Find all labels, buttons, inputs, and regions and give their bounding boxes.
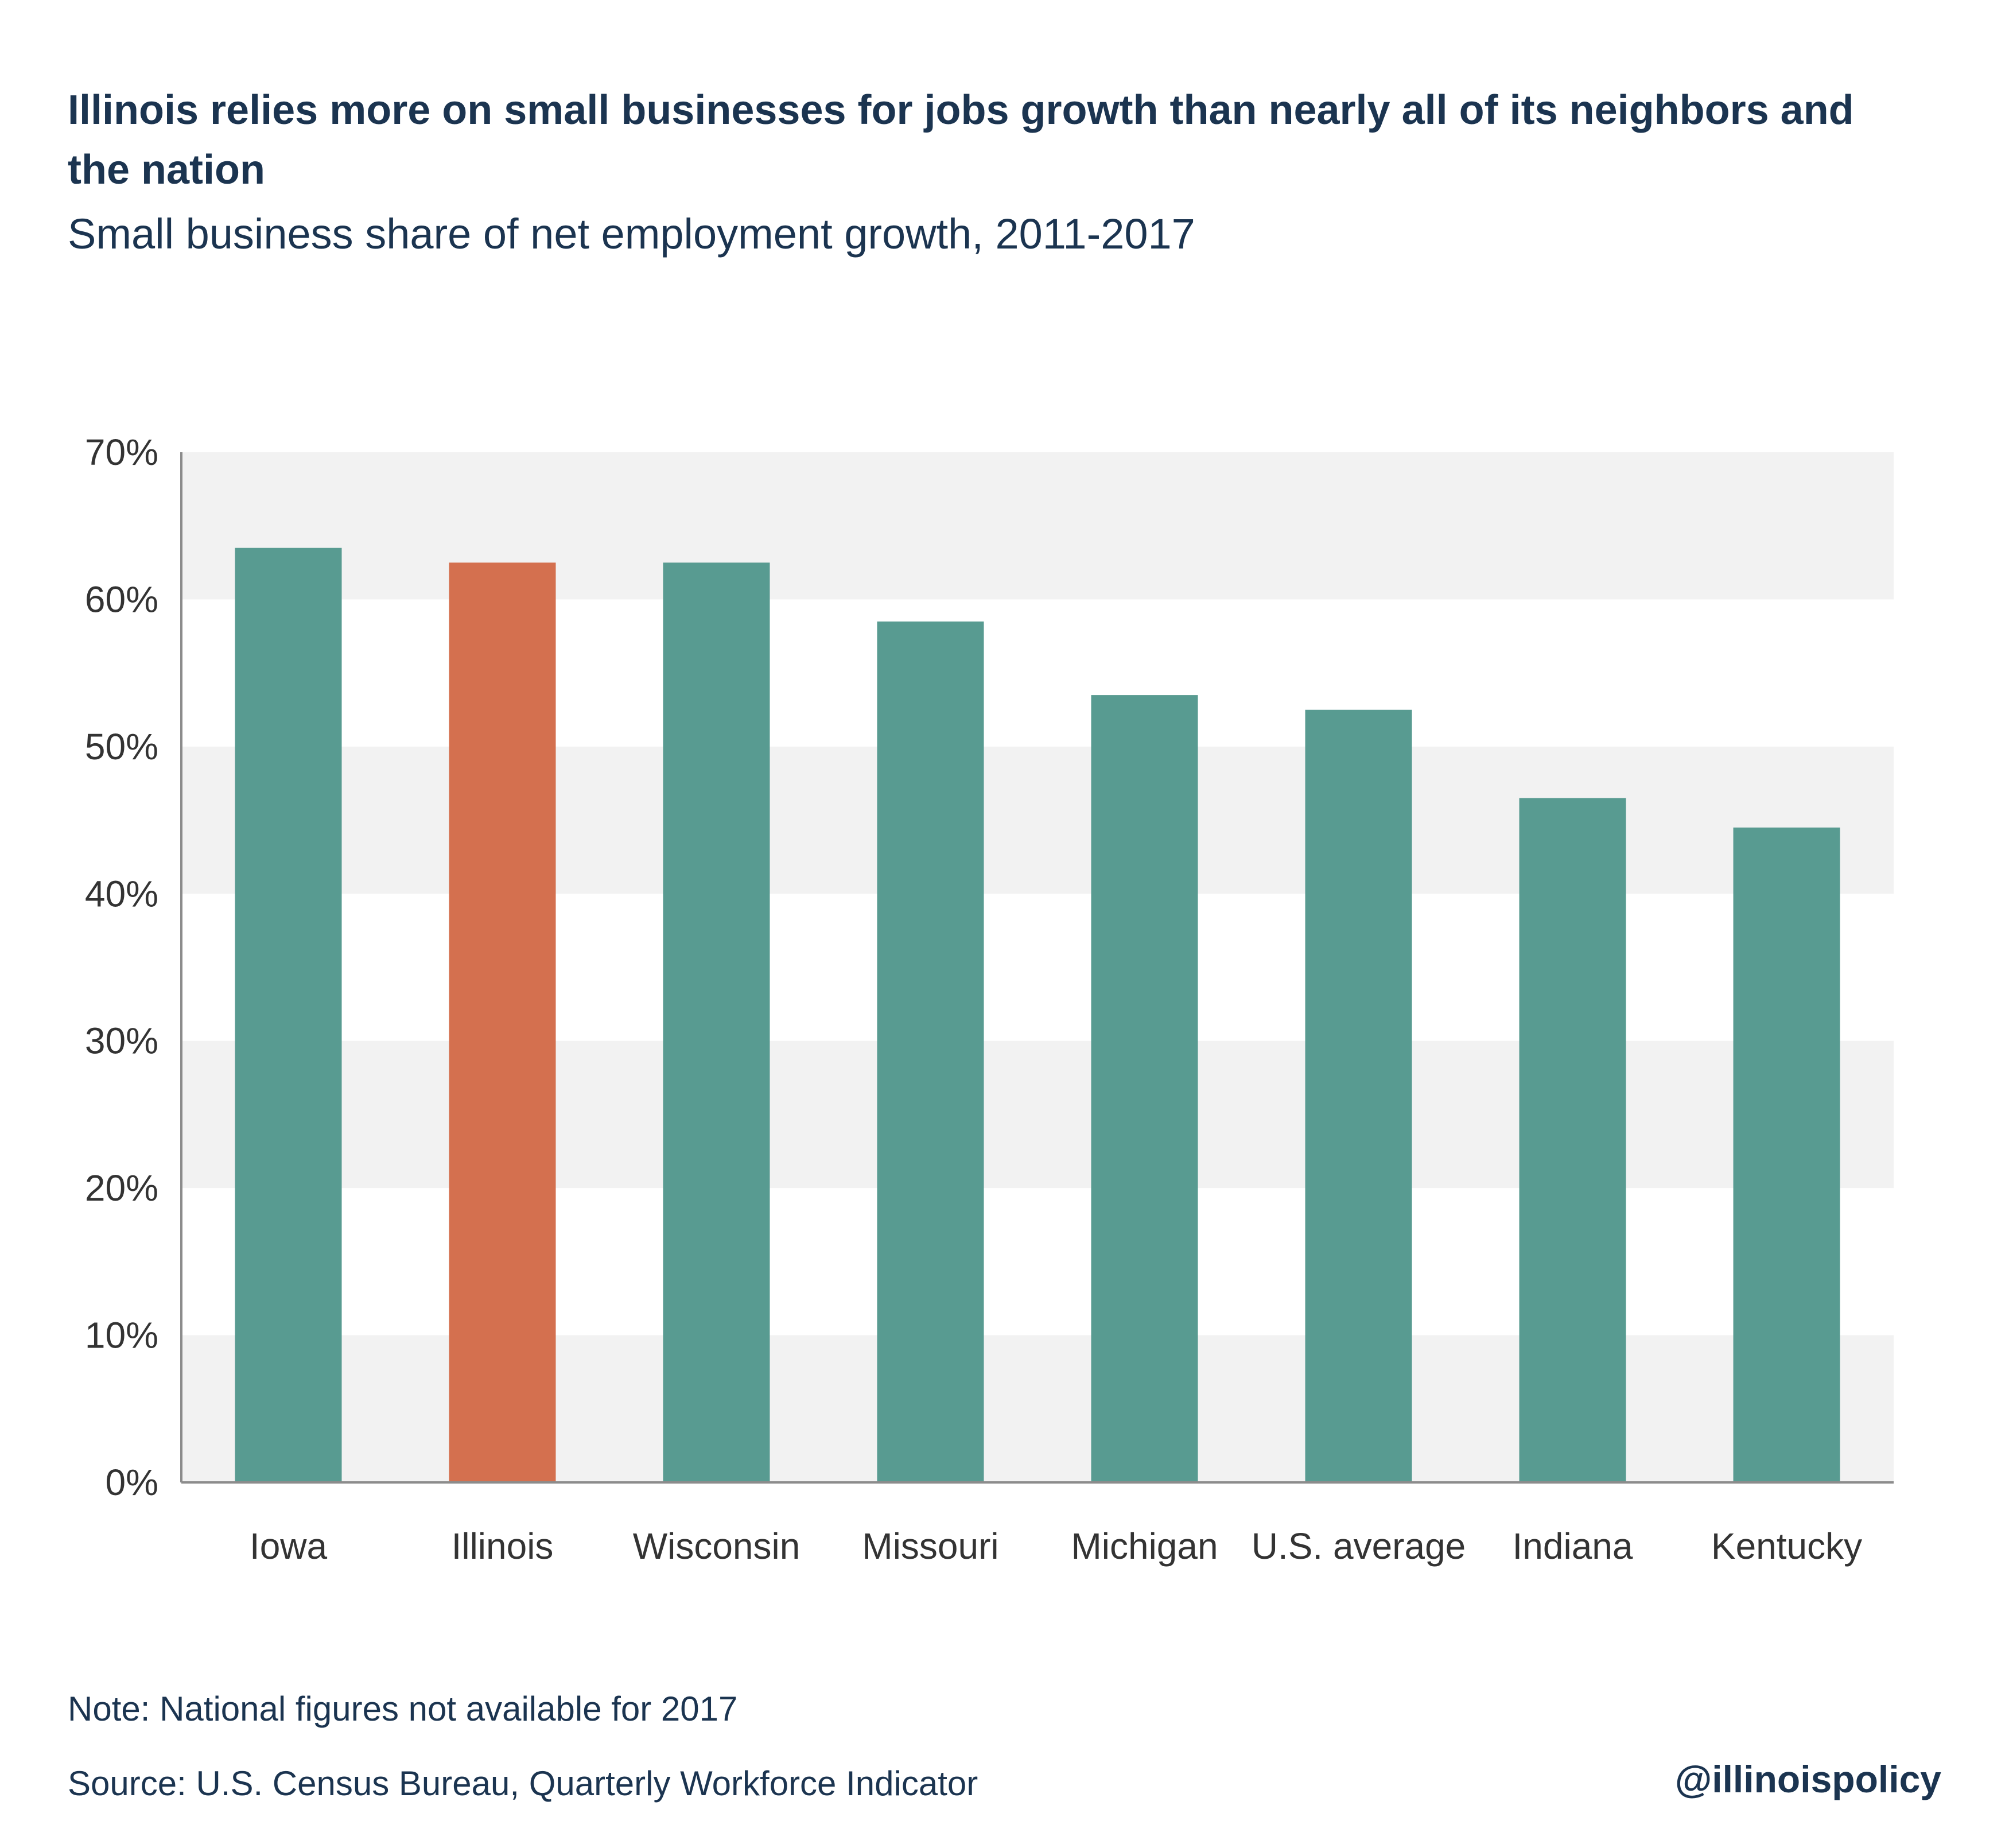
x-tick-label: Illinois (452, 1525, 554, 1567)
x-tick-label: Iowa (250, 1525, 328, 1567)
bar (663, 562, 770, 1482)
x-tick-label: Indiana (1513, 1525, 1633, 1567)
grid-band (181, 1041, 1894, 1189)
bar (1519, 798, 1626, 1482)
chart-subtitle: Small business share of net employment g… (68, 210, 1195, 258)
y-tick-label: 50% (85, 726, 158, 767)
chart-note: Note: National figures not available for… (68, 1690, 738, 1728)
y-tick-label: 10% (85, 1315, 158, 1356)
grid-band (181, 746, 1894, 894)
x-tick-label: Missouri (862, 1525, 998, 1567)
y-tick-label: 70% (85, 432, 158, 473)
bar (877, 621, 984, 1482)
y-tick-label: 30% (85, 1020, 158, 1062)
bar (449, 562, 556, 1482)
x-tick-label: Wisconsin (633, 1525, 801, 1567)
y-tick-label: 0% (106, 1462, 159, 1503)
bar (1305, 709, 1412, 1482)
bar (1733, 827, 1840, 1482)
brand-handle: @illinoispolicy (1674, 1758, 1941, 1800)
x-tick-label: Michigan (1071, 1525, 1218, 1567)
bar (235, 548, 342, 1482)
grid-band (181, 1335, 1894, 1482)
y-tick-label: 60% (85, 579, 158, 620)
bar (1091, 695, 1198, 1482)
chart-source: Source: U.S. Census Bureau, Quarterly Wo… (68, 1764, 978, 1803)
y-tick-label: 20% (85, 1167, 158, 1209)
y-tick-label: 40% (85, 873, 158, 914)
chart-title: Illinois relies more on small businesses… (68, 87, 1854, 193)
grid-band (181, 452, 1894, 600)
x-tick-label: Kentucky (1711, 1525, 1862, 1567)
x-tick-label: U.S. average (1252, 1525, 1466, 1567)
